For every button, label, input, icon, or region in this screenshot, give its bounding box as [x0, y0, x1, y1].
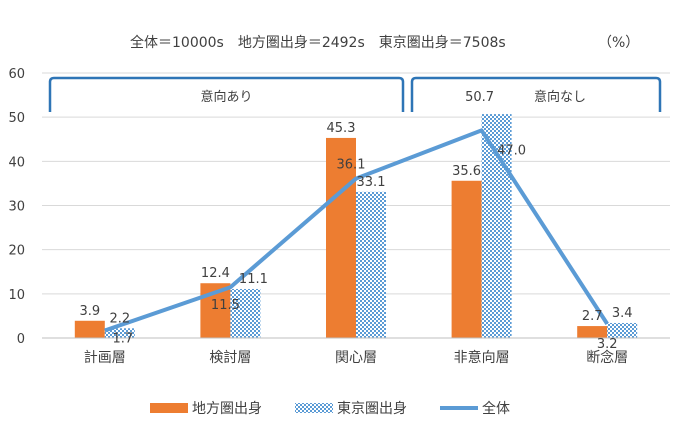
group-bracket: [410, 76, 662, 112]
bar-東京圏出身: [607, 322, 638, 338]
y-tick-label: 0: [17, 332, 25, 347]
bar-東京圏出身: [104, 328, 135, 338]
data-label: 3.9: [79, 304, 100, 319]
x-tick-label: 非意向層: [454, 349, 510, 366]
chart-subtitle: 全体＝10000s 地方圏出身＝2492s 東京圏出身＝7508s: [130, 34, 506, 51]
group-bracket: [48, 76, 405, 112]
data-label: 12.4: [201, 266, 230, 281]
legend-label: 東京圏出身: [337, 401, 407, 417]
data-label: 47.0: [497, 143, 526, 158]
legend-swatch: [150, 403, 188, 413]
data-label: 11.1: [239, 272, 268, 287]
data-label: 2.7: [582, 309, 603, 324]
data-label: 11.5: [211, 298, 240, 313]
legend-swatch: [295, 403, 333, 413]
x-tick-label: 計画層: [84, 350, 126, 366]
bar-東京圏出身: [230, 288, 261, 338]
bar-地方圏出身: [451, 180, 482, 338]
y-tick-label: 10: [8, 288, 25, 303]
legend-label: 全体: [482, 400, 510, 417]
data-label: 35.6: [452, 164, 481, 179]
y-tick-label: 60: [8, 67, 25, 82]
unit-label: （%）: [598, 35, 639, 51]
x-tick-label: 検討層: [209, 350, 251, 366]
y-tick-label: 50: [8, 111, 25, 126]
legend-label: 地方圏出身: [192, 401, 262, 417]
data-label: 2.2: [109, 311, 130, 326]
bar-地方圏出身: [326, 137, 356, 338]
y-tick-label: 30: [8, 200, 25, 215]
bar-地方圏出身: [577, 326, 608, 338]
data-label: 50.7: [465, 90, 494, 105]
line-全体: [104, 128, 609, 333]
y-tick-label: 40: [8, 155, 25, 170]
data-label: 36.1: [337, 158, 366, 173]
bar-東京圏出身: [356, 191, 386, 338]
data-label: 1.7: [112, 331, 133, 346]
data-label: 3.2: [597, 337, 618, 352]
x-tick-label: 断念層: [586, 349, 628, 366]
y-tick-label: 20: [8, 244, 25, 259]
data-label: 45.3: [327, 121, 356, 136]
bar-地方圏出身: [74, 320, 105, 338]
data-label: 33.1: [357, 175, 386, 190]
group-label: 意向あり: [200, 89, 252, 105]
data-label: 3.4: [612, 306, 633, 321]
x-tick-label: 関心層: [335, 350, 377, 366]
group-label: 意向なし: [534, 89, 586, 105]
